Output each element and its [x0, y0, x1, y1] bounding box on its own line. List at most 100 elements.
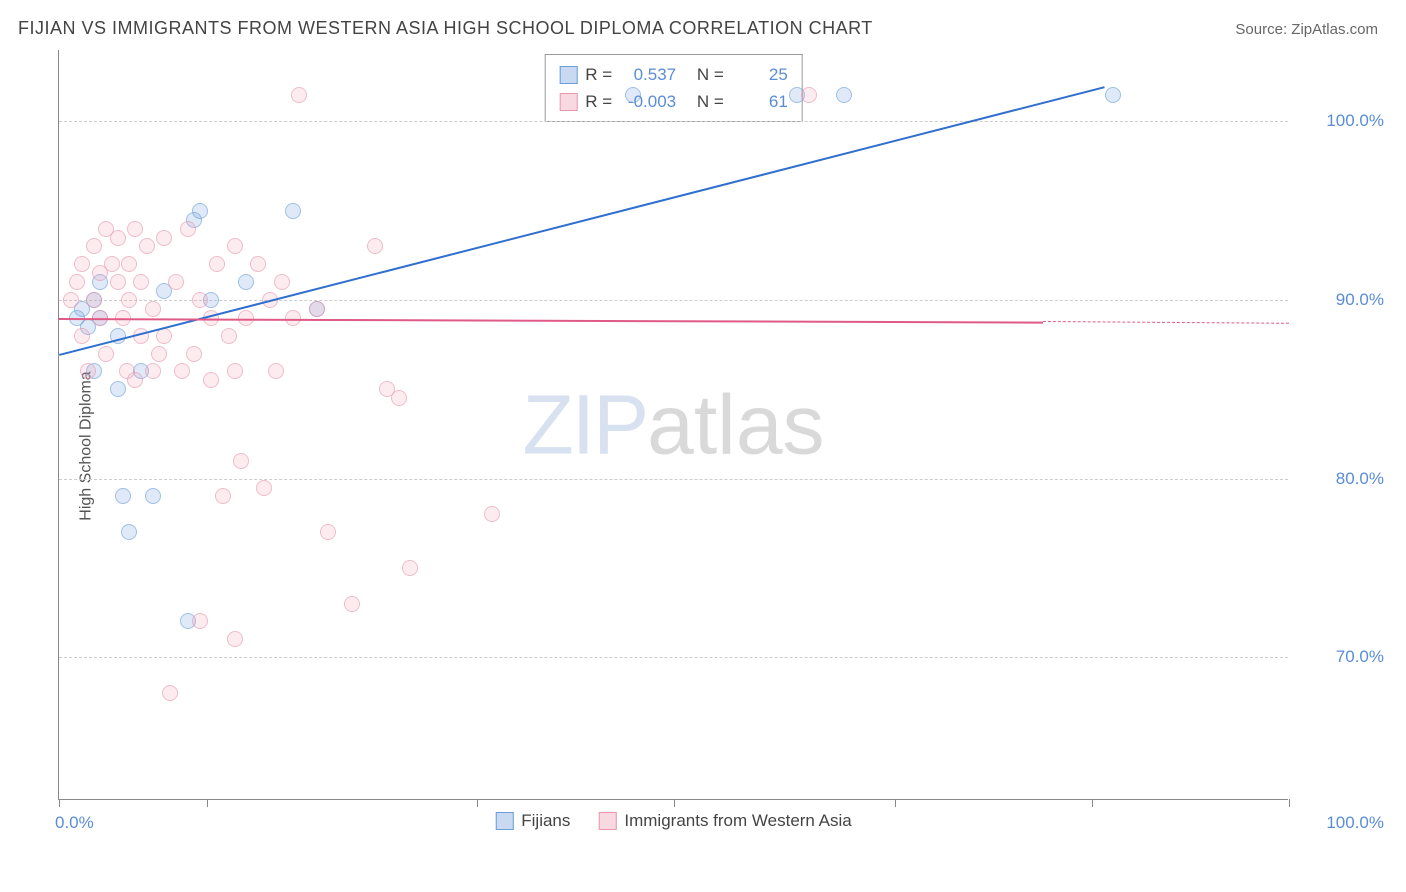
swatch-blue-icon	[559, 66, 577, 84]
data-point	[63, 292, 79, 308]
data-point	[227, 363, 243, 379]
legend: Fijians Immigrants from Western Asia	[495, 811, 851, 831]
watermark-atlas: atlas	[647, 377, 824, 471]
correlation-stats-box: R = 0.537 N = 25 R = -0.003 N = 61	[544, 54, 803, 122]
chart-header: FIJIAN VS IMMIGRANTS FROM WESTERN ASIA H…	[18, 18, 1378, 39]
x-axis-tick-right: 100.0%	[1326, 813, 1384, 833]
n-value-fijians: 25	[732, 61, 788, 88]
x-axis-tick	[1092, 799, 1093, 807]
data-point	[215, 488, 231, 504]
data-point	[151, 346, 167, 362]
data-point	[86, 292, 102, 308]
data-point	[186, 346, 202, 362]
data-point	[121, 292, 137, 308]
data-point	[274, 274, 290, 290]
r-label: R =	[585, 88, 612, 115]
source-name: ZipAtlas.com	[1291, 21, 1378, 38]
data-point	[110, 274, 126, 290]
data-point	[256, 480, 272, 496]
data-point	[367, 238, 383, 254]
y-axis-tick-label: 100.0%	[1304, 111, 1384, 131]
chart-title: FIJIAN VS IMMIGRANTS FROM WESTERN ASIA H…	[18, 18, 873, 39]
data-point	[127, 221, 143, 237]
n-label: N =	[697, 88, 724, 115]
data-point	[1105, 87, 1121, 103]
data-point	[104, 256, 120, 272]
data-point	[344, 596, 360, 612]
data-point	[174, 363, 190, 379]
y-axis-tick-label: 80.0%	[1304, 469, 1384, 489]
data-point	[98, 346, 114, 362]
data-point	[145, 363, 161, 379]
data-point	[180, 221, 196, 237]
chart-source: Source: ZipAtlas.com	[1235, 21, 1378, 38]
r-value-fijians: 0.537	[620, 61, 676, 88]
data-point	[250, 256, 266, 272]
data-point	[156, 230, 172, 246]
data-point	[145, 488, 161, 504]
stats-row-fijians: R = 0.537 N = 25	[559, 61, 788, 88]
legend-item-fijians: Fijians	[495, 811, 570, 831]
legend-item-immigrants: Immigrants from Western Asia	[598, 811, 851, 831]
data-point	[238, 274, 254, 290]
data-point	[86, 238, 102, 254]
data-point	[268, 363, 284, 379]
y-axis-tick-label: 90.0%	[1304, 290, 1384, 310]
data-point	[69, 274, 85, 290]
data-point	[192, 613, 208, 629]
x-axis-tick	[1289, 799, 1290, 807]
data-point	[625, 87, 641, 103]
data-point	[233, 453, 249, 469]
data-point	[110, 381, 126, 397]
legend-label-fijians: Fijians	[521, 811, 570, 831]
gridline	[59, 300, 1288, 301]
x-axis-tick-left: 0.0%	[55, 813, 94, 833]
stats-row-immigrants: R = -0.003 N = 61	[559, 88, 788, 115]
data-point	[221, 328, 237, 344]
trend-line	[59, 86, 1105, 356]
data-point	[209, 256, 225, 272]
data-point	[203, 372, 219, 388]
gridline	[59, 657, 1288, 658]
data-point	[285, 203, 301, 219]
data-point	[139, 238, 155, 254]
data-point	[402, 560, 418, 576]
data-point	[162, 685, 178, 701]
swatch-blue-icon	[495, 812, 513, 830]
data-point	[836, 87, 852, 103]
r-label: R =	[585, 61, 612, 88]
source-prefix: Source:	[1235, 21, 1291, 38]
data-point	[115, 488, 131, 504]
x-axis-tick	[895, 799, 896, 807]
watermark-zip: ZIP	[522, 377, 647, 471]
data-point	[484, 506, 500, 522]
x-axis-tick	[59, 799, 60, 807]
swatch-pink-icon	[598, 812, 616, 830]
x-axis-tick	[674, 799, 675, 807]
data-point	[192, 292, 208, 308]
data-point	[74, 328, 90, 344]
trend-line	[1043, 321, 1289, 324]
data-point	[168, 274, 184, 290]
watermark: ZIPatlas	[522, 376, 824, 473]
y-axis-tick-label: 70.0%	[1304, 647, 1384, 667]
data-point	[145, 301, 161, 317]
gridline	[59, 479, 1288, 480]
data-point	[127, 372, 143, 388]
data-point	[133, 274, 149, 290]
data-point	[74, 256, 90, 272]
scatter-chart-area: ZIPatlas R = 0.537 N = 25 R = -0.003 N =…	[58, 50, 1288, 800]
data-point	[121, 256, 137, 272]
x-axis-tick	[477, 799, 478, 807]
legend-label-immigrants: Immigrants from Western Asia	[624, 811, 851, 831]
data-point	[801, 87, 817, 103]
data-point	[110, 230, 126, 246]
data-point	[291, 87, 307, 103]
data-point	[391, 390, 407, 406]
data-point	[309, 301, 325, 317]
data-point	[227, 238, 243, 254]
n-value-immigrants: 61	[732, 88, 788, 115]
swatch-pink-icon	[559, 93, 577, 111]
data-point	[320, 524, 336, 540]
x-axis-tick	[207, 799, 208, 807]
